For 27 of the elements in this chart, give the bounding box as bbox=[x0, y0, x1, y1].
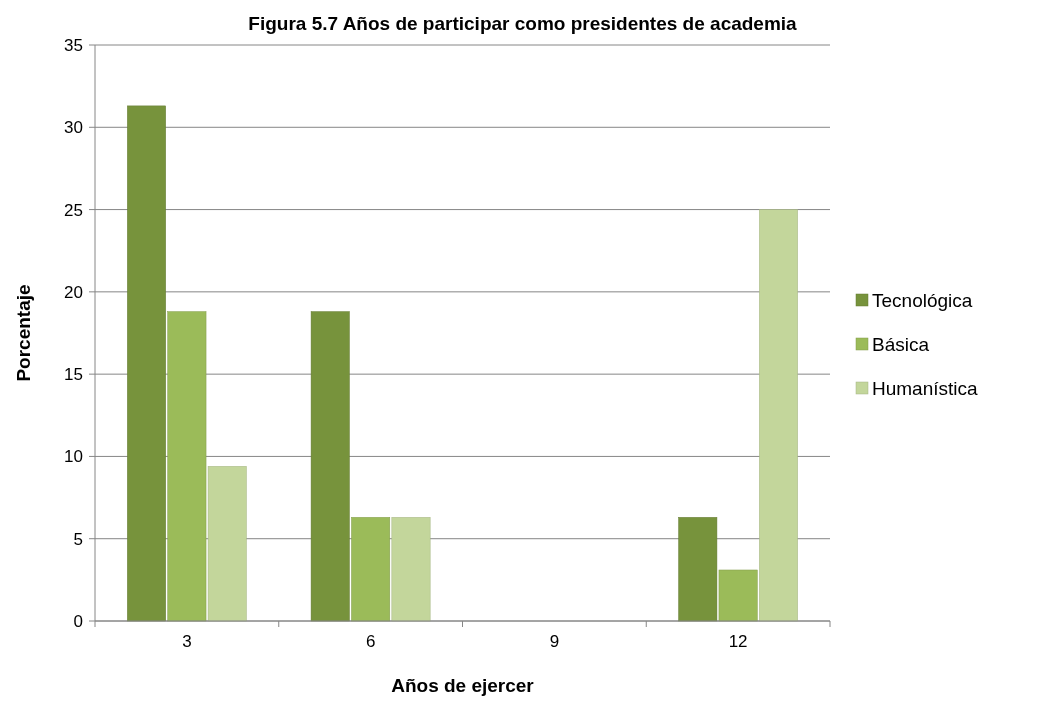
bar bbox=[351, 517, 391, 622]
y-tick-label: 30 bbox=[64, 118, 83, 138]
bar bbox=[678, 517, 718, 622]
x-tick-label: 3 bbox=[182, 632, 192, 651]
y-tick-label: 5 bbox=[73, 529, 83, 549]
bar bbox=[207, 466, 247, 622]
x-tick-label: 6 bbox=[365, 632, 376, 651]
legend-label: Tecnológica bbox=[872, 289, 973, 311]
bar bbox=[127, 105, 166, 622]
x-tick-label: 9 bbox=[549, 632, 560, 651]
bar bbox=[718, 569, 758, 622]
x-axis-title: Años de ejercer bbox=[391, 675, 535, 696]
y-tick-label: 10 bbox=[64, 447, 83, 467]
bar bbox=[391, 517, 431, 622]
legend-label: Humanística bbox=[872, 377, 979, 399]
bar bbox=[310, 311, 350, 622]
y-tick-label: 0 bbox=[73, 611, 83, 631]
legend-label: Básica bbox=[872, 333, 930, 355]
chart-title: Figura 5.7 Años de participar como presidentes de academia bbox=[248, 13, 798, 34]
y-tick-label: 20 bbox=[64, 282, 83, 302]
bar bbox=[167, 311, 207, 622]
x-tick-label: 12 bbox=[728, 632, 748, 651]
y-tick-label: 35 bbox=[64, 35, 83, 55]
y-tick-label: 15 bbox=[64, 365, 83, 385]
y-tick-label: 25 bbox=[64, 200, 83, 220]
y-axis-title: Porcentaje bbox=[13, 284, 34, 382]
bar bbox=[759, 209, 798, 622]
